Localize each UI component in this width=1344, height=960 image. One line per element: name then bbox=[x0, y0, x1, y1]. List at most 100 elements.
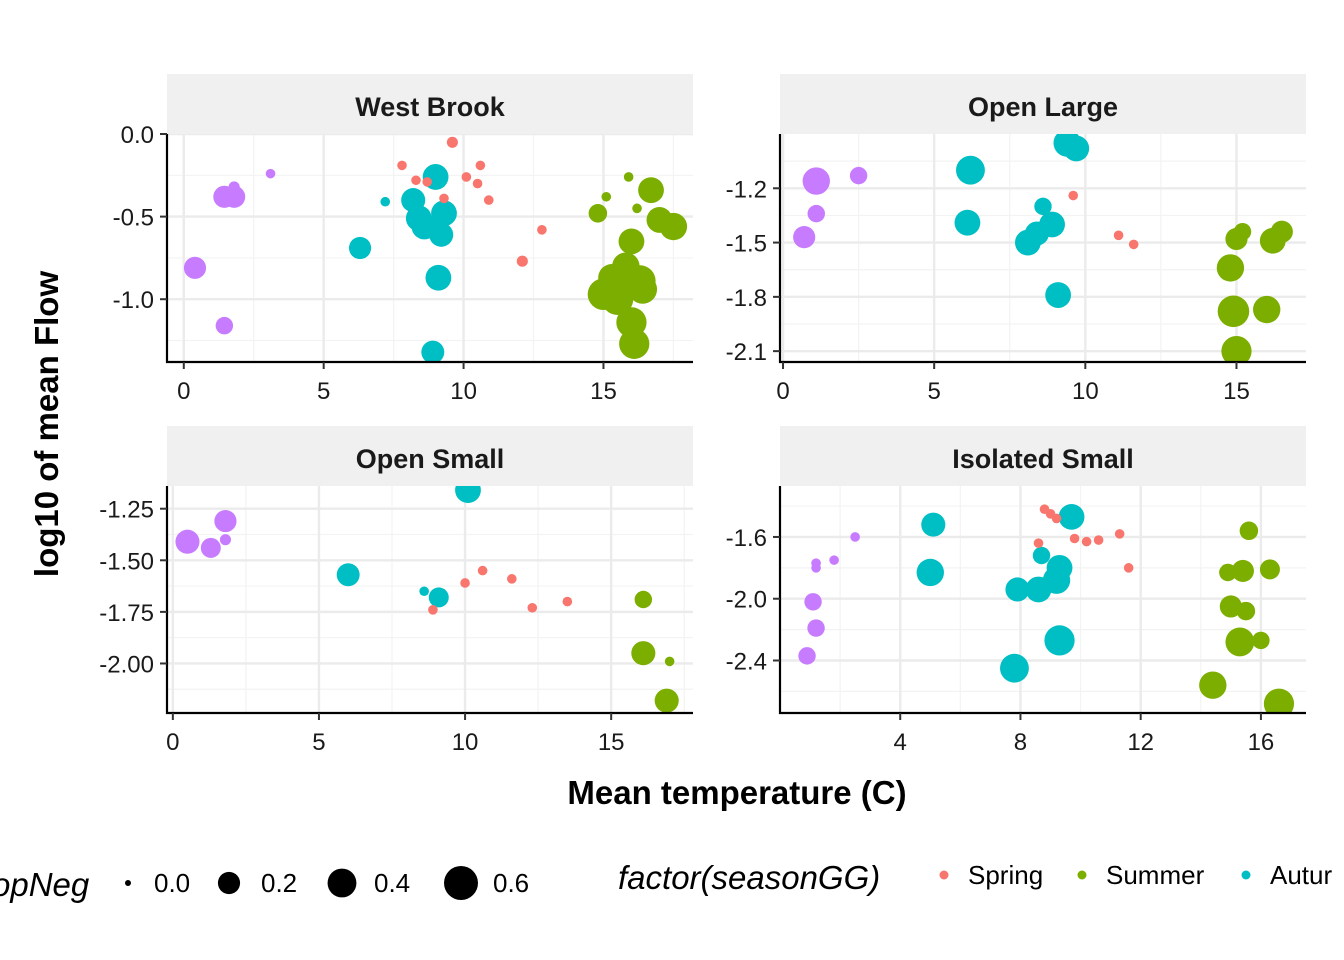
color-legend-label: Summer bbox=[1106, 860, 1205, 890]
x-tick-label: 5 bbox=[312, 729, 325, 756]
data-point bbox=[634, 590, 653, 609]
data-point bbox=[446, 136, 458, 148]
data-point bbox=[1024, 221, 1049, 246]
x-tick-label: 15 bbox=[1223, 378, 1250, 405]
y-tick-label: -2.00 bbox=[99, 651, 154, 678]
gridlines bbox=[780, 134, 1306, 362]
data-point bbox=[1216, 254, 1245, 282]
size-legend-title: opNeg bbox=[0, 866, 90, 903]
data-point bbox=[336, 563, 360, 587]
data-point bbox=[422, 177, 433, 187]
facet-title: West Brook bbox=[355, 92, 506, 122]
data-point bbox=[1217, 295, 1250, 328]
data-point bbox=[618, 228, 645, 255]
x-tick-label: 4 bbox=[894, 729, 907, 756]
data-point bbox=[455, 486, 481, 504]
data-point bbox=[811, 563, 821, 573]
facet-panel: West Brook 0 5 10 15 0.0 -0.5 -1.0 bbox=[113, 74, 693, 405]
data-point bbox=[1005, 577, 1030, 602]
data-point bbox=[419, 586, 429, 597]
data-point bbox=[1093, 535, 1104, 545]
data-point bbox=[1068, 190, 1079, 201]
facet-panels: West Brook 0 5 10 15 0.0 -0.5 -1.0 Open Large 0 5 1… bbox=[99, 74, 1306, 756]
facet-panel: Open Large 0 5 10 15 -1.2 -1.5 -1.8 -2.1 bbox=[726, 74, 1306, 405]
data-point bbox=[664, 656, 675, 667]
x-tick-label: 0 bbox=[776, 378, 789, 405]
size-legend-key bbox=[217, 871, 241, 895]
data-point bbox=[1233, 222, 1252, 241]
size-legend-key bbox=[327, 868, 357, 898]
data-point bbox=[1114, 529, 1125, 539]
y-tick-label: -1.50 bbox=[99, 548, 154, 575]
x-tick-label: 10 bbox=[450, 378, 477, 405]
data-point bbox=[1219, 563, 1237, 582]
x-tick-label: 5 bbox=[927, 378, 940, 405]
data-point bbox=[798, 647, 816, 665]
y-axis-title: log10 of mean Flow bbox=[28, 271, 65, 578]
x-tick-label: 10 bbox=[452, 729, 479, 756]
data-point bbox=[1063, 135, 1090, 162]
data-point bbox=[638, 177, 664, 204]
data-point bbox=[483, 195, 494, 205]
data-point bbox=[1081, 536, 1092, 547]
data-point bbox=[1221, 336, 1252, 362]
y-tick-label: -1.25 bbox=[99, 497, 154, 524]
data-point bbox=[429, 222, 454, 247]
size-legend-label: 0.0 bbox=[154, 868, 190, 898]
y-tick-label: 0.0 bbox=[121, 122, 154, 149]
facet-strip bbox=[167, 74, 693, 134]
x-tick-label: 15 bbox=[590, 378, 617, 405]
data-point bbox=[527, 602, 538, 613]
facet-strip bbox=[780, 426, 1306, 486]
data-point bbox=[1236, 601, 1256, 621]
data-point bbox=[472, 178, 483, 189]
y-tick-label: -2.0 bbox=[726, 587, 767, 614]
data-point bbox=[1239, 521, 1259, 541]
color-legend-key bbox=[1241, 870, 1251, 880]
data-point bbox=[461, 172, 472, 182]
data-point bbox=[428, 605, 438, 615]
data-point bbox=[1253, 295, 1281, 324]
data-point bbox=[654, 688, 679, 713]
x-tick-label: 5 bbox=[317, 378, 330, 405]
size-legend-key bbox=[125, 880, 131, 886]
data-point bbox=[507, 574, 517, 584]
data-point bbox=[807, 619, 825, 637]
data-point bbox=[807, 204, 825, 223]
data-points bbox=[793, 134, 1293, 362]
data-point bbox=[916, 558, 944, 587]
data-point bbox=[612, 252, 640, 280]
data-point bbox=[1270, 220, 1293, 243]
data-point bbox=[1033, 538, 1044, 548]
data-point bbox=[849, 166, 868, 185]
x-tick-label: 10 bbox=[1072, 378, 1099, 405]
data-point bbox=[588, 204, 608, 223]
data-point bbox=[348, 236, 372, 260]
data-point bbox=[175, 529, 200, 554]
data-point bbox=[646, 207, 673, 233]
data-point bbox=[850, 532, 860, 542]
data-point bbox=[1252, 631, 1270, 650]
size-legend-key bbox=[444, 866, 478, 900]
size-legend-label: 0.4 bbox=[374, 868, 410, 898]
data-point bbox=[537, 225, 547, 235]
data-point bbox=[1032, 546, 1051, 565]
x-tick-label: 8 bbox=[1014, 729, 1027, 756]
data-point bbox=[228, 181, 240, 193]
y-tick-label: -2.4 bbox=[726, 648, 767, 675]
color-legend-title: factor(seasonGG) bbox=[618, 859, 880, 896]
data-point bbox=[1069, 533, 1080, 544]
data-point bbox=[1044, 625, 1075, 656]
x-axis-title: Mean temperature (C) bbox=[567, 774, 906, 811]
data-point bbox=[1000, 653, 1029, 683]
data-point bbox=[401, 188, 426, 213]
data-point bbox=[421, 340, 445, 362]
x-tick-label: 0 bbox=[166, 729, 179, 756]
data-point bbox=[200, 537, 221, 558]
color-legend-key bbox=[1077, 870, 1087, 880]
data-point bbox=[631, 641, 656, 666]
legend: opNeg 0.0 0.2 0.4 0.6 factor(seasonGG) Spring S… bbox=[0, 859, 1332, 903]
data-point bbox=[1123, 563, 1134, 573]
data-point bbox=[1231, 559, 1254, 583]
